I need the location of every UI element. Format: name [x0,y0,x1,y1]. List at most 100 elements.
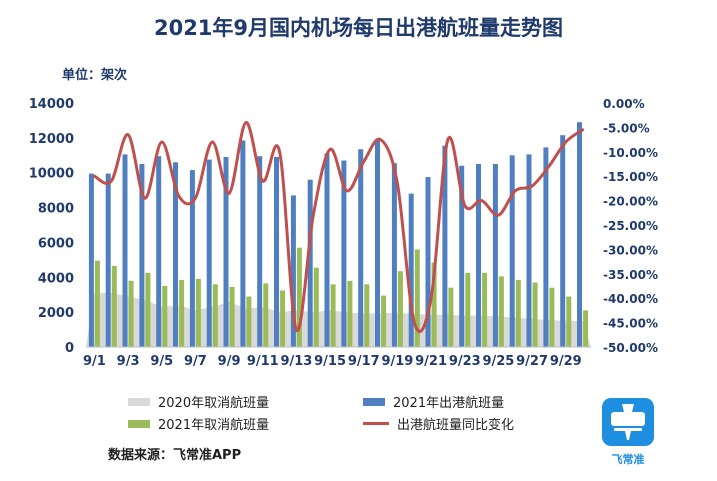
bar-2021-out [223,157,229,347]
bar-2021-out [391,163,397,347]
bar-2021-cancel [212,284,218,347]
y-axis-tick-label: 12000 [29,132,74,147]
bar-2021-out [358,149,364,347]
bar-2021-cancel [280,290,286,347]
x-axis-tick-label: 9/9 [218,354,241,369]
y-axis-tick-label: 8000 [38,202,74,217]
bar-2021-out [88,173,94,347]
y-axis-tick-label: 6000 [38,236,74,251]
bar-2021-out [492,164,498,347]
bar-2021-cancel [583,310,589,347]
bar-2021-out [156,156,162,347]
bar-2021-out [122,154,128,347]
x-axis-tick-label: 9/21 [415,354,447,369]
bar-2021-cancel [532,282,538,347]
bar-2021-out [307,179,313,347]
bar-2021-cancel [330,284,336,347]
y2-axis-tick-label: -20.00% [603,195,658,209]
bar-2021-cancel [94,260,100,347]
x-axis-tick-label: 9/11 [247,354,279,369]
bar-2021-cancel [195,279,201,347]
area-2020-cancel [86,293,591,347]
y-axis-tick-label: 14000 [29,97,74,112]
y2-axis-tick-label: -45.00% [603,317,658,331]
chart-title: 2021年9月国内机场每日出港航班量走势图 [153,16,564,40]
bar-2021-out [526,154,532,347]
bar-2021-cancel [498,276,504,347]
bar-2021-cancel [313,267,319,347]
bar-2021-out [509,155,515,347]
app-logo [602,398,654,446]
legend-label-2021-out: 2021年出港航班量 [393,396,505,411]
bar-2021-out [324,153,330,347]
y-axis-tick-label: 4000 [38,271,74,286]
bar-2021-out [341,160,347,347]
x-axis-tick-label: 9/5 [150,354,173,369]
x-axis-tick-label: 9/1 [83,354,106,369]
bar-2021-out [257,156,263,347]
bar-2021-out [577,122,582,347]
y2-axis-tick-label: -30.00% [603,243,658,257]
legend-item-2021-out: 2021年出港航班量 [363,392,504,411]
bar-2021-cancel [128,280,134,347]
y2-axis-tick-label: -25.00% [603,219,658,233]
bar-2021-cancel [381,295,387,347]
legend-label-yoy: 出港航班量同比变化 [397,418,515,433]
bar-2021-cancel [414,249,420,347]
y-axis-tick-label: 0 [65,341,74,356]
bar-2021-cancel [179,279,185,347]
bar-2021-cancel [515,279,521,347]
bar-2021-cancel [465,272,471,347]
x-axis-tick-label: 9/29 [550,354,582,369]
x-axis-tick-label: 9/23 [449,354,481,369]
legend-swatch-2021-out [363,397,385,406]
legend-swatch-2020-cancel [128,397,150,406]
bar-2021-cancel [296,247,302,347]
bar-2021-out [560,135,566,347]
legend-swatch-yoy [363,422,389,425]
bar-2021-out [459,165,465,347]
legend-label-2020-cancel: 2020年取消航班量 [158,396,270,411]
bar-2021-out [425,177,431,347]
bar-2021-cancel [111,266,117,347]
bar-2021-cancel [448,287,454,347]
legend-item-yoy: 出港航班量同比变化 [363,414,514,433]
line-yoy-change [92,120,585,334]
bar-2021-out [375,139,380,347]
y2-axis-tick-label: -15.00% [603,170,658,184]
y-axis-tick-label: 2000 [38,306,74,321]
y2-axis-tick-label: -35.00% [603,268,658,282]
bar-2021-cancel [162,286,168,347]
bar-2021-cancel [566,296,572,347]
bar-2021-cancel [482,272,488,347]
airplane-icon [611,404,645,440]
x-axis-tick-label: 9/7 [184,354,207,369]
legend-item-2021-cancel: 2021年取消航班量 [128,414,269,433]
y2-axis-tick-label: 0.00% [603,97,645,111]
x-axis-tick-label: 9/3 [117,354,140,369]
x-axis-tick-label: 9/27 [516,354,548,369]
bar-2021-cancel [364,284,370,347]
bar-2021-out [543,147,549,347]
y2-axis-tick-label: -5.00% [603,121,650,135]
bar-2021-out [476,164,481,347]
bar-2021-cancel [347,280,353,347]
x-axis-tick-label: 9/19 [381,354,413,369]
y2-axis-tick-label: -40.00% [603,292,658,306]
data-source-note: 数据来源：飞常准APP [108,448,242,463]
legend-label-2021-cancel: 2021年取消航班量 [158,418,270,433]
x-axis-tick-label: 9/25 [482,354,514,369]
bar-2021-out [189,170,195,347]
y2-axis-tick-label: -50.00% [603,341,658,355]
bar-2021-cancel [431,262,437,347]
bar-2021-cancel [246,296,252,347]
app-logo-text: 飞常准 [611,453,645,466]
bar-2021-out [274,157,279,347]
x-axis-tick-label: 9/17 [348,354,380,369]
bar-2021-cancel [549,287,555,347]
bar-2021-out [173,162,178,347]
bar-2021-out [240,140,246,347]
bar-2021-out [206,159,212,347]
y-axis-unit-label: 单位：架次 [62,68,128,83]
